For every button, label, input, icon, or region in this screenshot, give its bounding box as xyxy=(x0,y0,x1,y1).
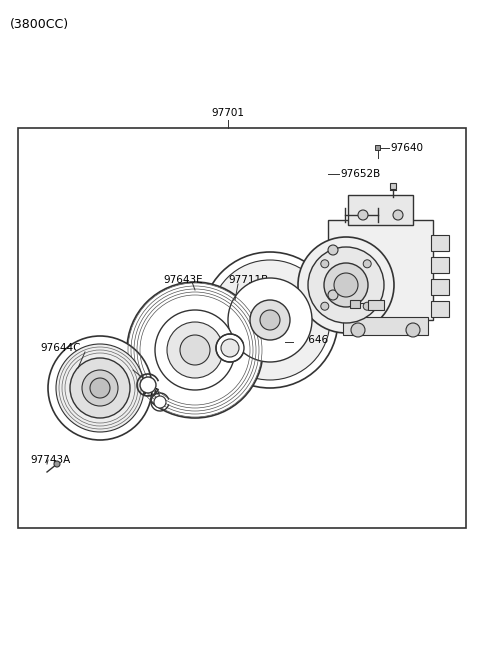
Circle shape xyxy=(406,323,420,337)
Text: 97701: 97701 xyxy=(212,108,244,118)
Circle shape xyxy=(393,210,403,220)
Circle shape xyxy=(82,370,118,406)
Bar xyxy=(328,220,433,320)
Circle shape xyxy=(54,461,60,467)
Circle shape xyxy=(210,260,330,380)
Circle shape xyxy=(298,237,394,333)
Text: 97652B: 97652B xyxy=(340,169,380,179)
Circle shape xyxy=(363,260,371,268)
Bar xyxy=(390,183,396,189)
Circle shape xyxy=(321,260,329,268)
Text: 97646B: 97646B xyxy=(87,363,127,373)
Text: 97640: 97640 xyxy=(390,143,423,153)
Circle shape xyxy=(321,302,329,310)
Circle shape xyxy=(260,310,280,330)
Bar xyxy=(375,145,380,150)
Bar xyxy=(350,300,360,308)
Circle shape xyxy=(48,336,152,440)
Circle shape xyxy=(56,344,144,432)
Circle shape xyxy=(70,358,130,418)
Text: 97646: 97646 xyxy=(295,335,328,345)
Text: 97644C: 97644C xyxy=(40,343,81,353)
Circle shape xyxy=(127,282,263,418)
Bar xyxy=(431,257,449,273)
Circle shape xyxy=(328,245,338,255)
Circle shape xyxy=(140,377,156,393)
Bar xyxy=(368,300,384,310)
Circle shape xyxy=(358,210,368,220)
Bar xyxy=(348,195,413,225)
Bar xyxy=(18,128,466,528)
Circle shape xyxy=(250,300,290,340)
Circle shape xyxy=(221,339,239,357)
Circle shape xyxy=(154,396,166,408)
Text: 97643E: 97643E xyxy=(163,275,203,285)
Circle shape xyxy=(90,378,110,398)
Circle shape xyxy=(216,334,244,362)
Circle shape xyxy=(167,322,223,378)
Circle shape xyxy=(363,302,371,310)
Circle shape xyxy=(308,247,384,323)
Text: (3800CC): (3800CC) xyxy=(10,18,69,31)
Text: 97743A: 97743A xyxy=(30,455,70,465)
Circle shape xyxy=(180,335,210,365)
Text: 97711B: 97711B xyxy=(228,275,268,285)
Circle shape xyxy=(202,252,338,388)
Circle shape xyxy=(334,273,358,297)
Bar xyxy=(343,317,428,335)
Text: 97643A: 97643A xyxy=(120,388,160,398)
Bar xyxy=(431,235,449,251)
Circle shape xyxy=(351,323,365,337)
Bar xyxy=(431,301,449,317)
Circle shape xyxy=(228,278,312,362)
Circle shape xyxy=(155,310,235,390)
Circle shape xyxy=(324,263,368,307)
Bar xyxy=(431,279,449,295)
Circle shape xyxy=(328,290,338,300)
